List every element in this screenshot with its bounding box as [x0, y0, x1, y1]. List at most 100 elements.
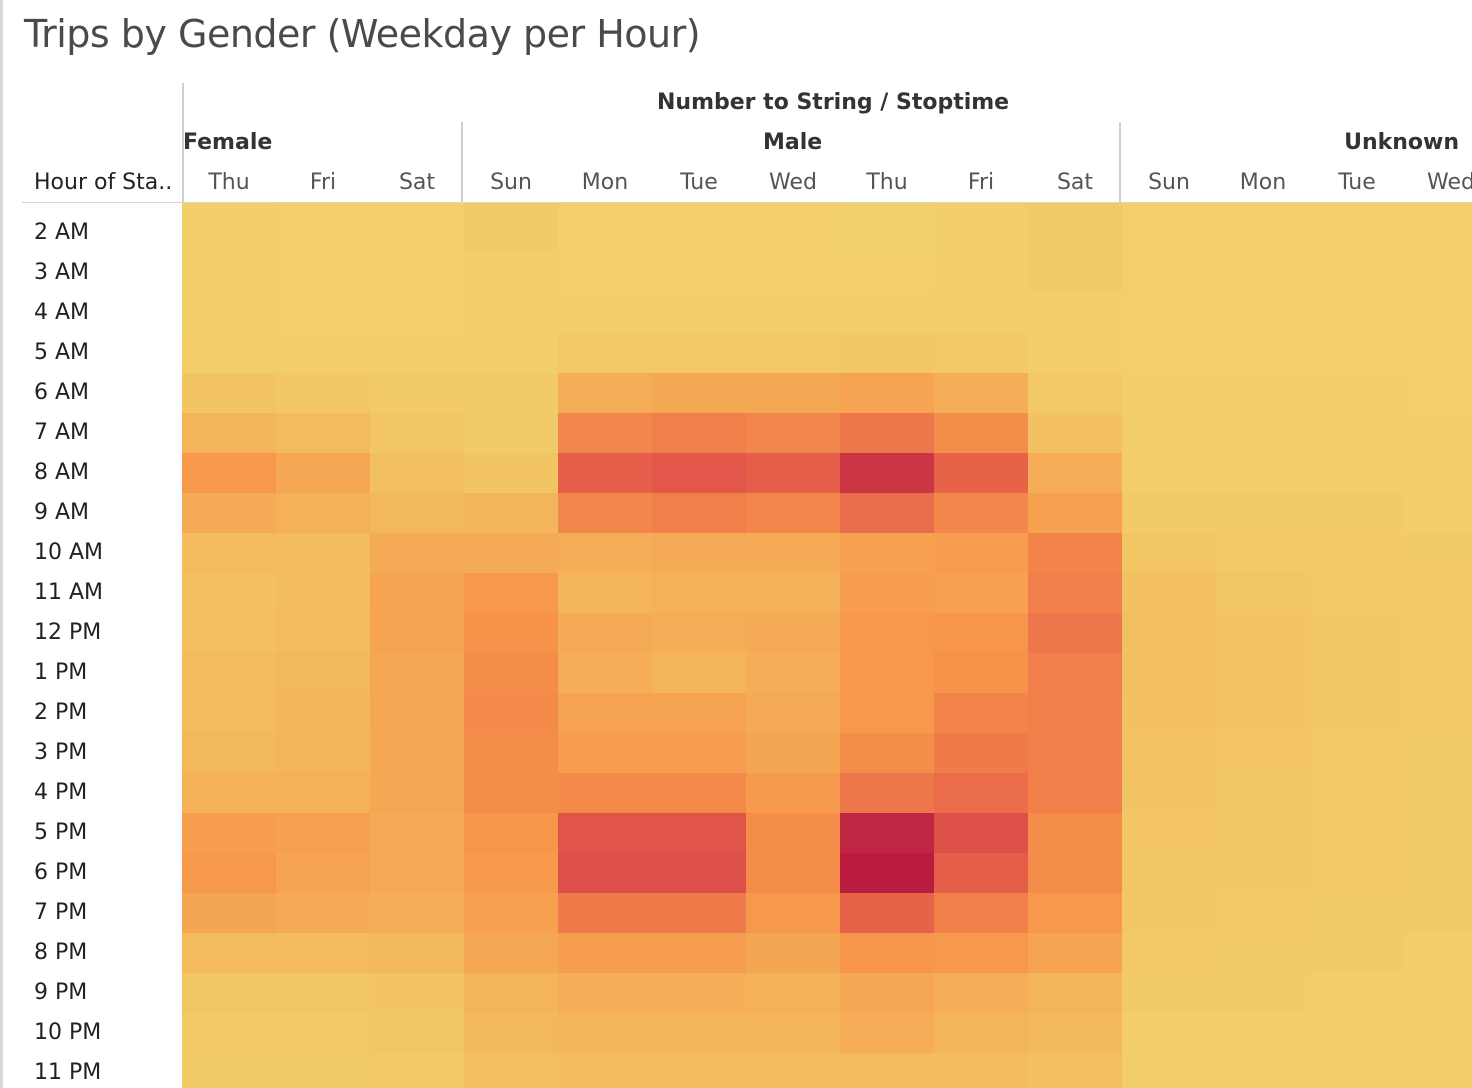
heatmap-cell	[1216, 773, 1310, 813]
row-label: 11 AM	[34, 580, 104, 605]
heatmap-cell	[746, 333, 840, 373]
heatmap-cell	[840, 893, 934, 933]
row-label-partial: 1 AM	[34, 203, 89, 213]
heatmap-cell	[746, 653, 840, 693]
row-label: 10 PM	[34, 1020, 102, 1045]
heatmap-cell	[1216, 893, 1310, 933]
left-border	[0, 0, 3, 1088]
heatmap-cell	[276, 733, 370, 773]
heatmap-cell	[370, 333, 464, 373]
heatmap-cell	[840, 973, 934, 1013]
heatmap-cell	[934, 293, 1028, 333]
heatmap-cell	[1404, 413, 1472, 453]
heatmap-cell	[464, 333, 558, 373]
heatmap-cell-partial	[558, 203, 652, 213]
heatmap-cell	[652, 933, 746, 973]
heatmap-cell	[934, 653, 1028, 693]
row-label: 12 PM	[34, 620, 102, 645]
heatmap-cell	[1404, 573, 1472, 613]
heatmap-cell	[1216, 493, 1310, 533]
heatmap-cell-partial	[1028, 203, 1122, 213]
heatmap-cell	[464, 853, 558, 893]
heatmap-cell	[1216, 453, 1310, 493]
heatmap-cell	[1122, 493, 1216, 533]
day-header-female-fri: Fri	[309, 170, 337, 195]
heatmap-cell	[182, 453, 276, 493]
chart-title: Trips by Gender (Weekday per Hour)	[24, 12, 701, 56]
heatmap-cell	[1216, 613, 1310, 653]
heatmap-cell	[182, 733, 276, 773]
day-header-male-fri: Fri	[967, 170, 995, 195]
heatmap-cell	[1310, 973, 1404, 1013]
heatmap-cell	[1028, 213, 1122, 253]
heatmap-cell	[370, 853, 464, 893]
heatmap-cell	[652, 573, 746, 613]
heatmap-cell	[370, 613, 464, 653]
heatmap-cell	[840, 613, 934, 653]
heatmap-cell	[1216, 973, 1310, 1013]
heatmap-cell	[652, 1013, 746, 1053]
heatmap-cell	[746, 413, 840, 453]
heatmap-cell	[558, 1053, 652, 1088]
heatmap-cell	[1310, 413, 1404, 453]
heatmap-cell	[1216, 413, 1310, 453]
heatmap-cell	[934, 933, 1028, 973]
heatmap-cell	[652, 293, 746, 333]
heatmap-cell-partial	[276, 203, 370, 213]
heatmap-cell	[464, 653, 558, 693]
heatmap-cell	[1028, 1013, 1122, 1053]
heatmap-cell	[1122, 373, 1216, 413]
heatmap-cell	[558, 213, 652, 253]
heatmap-cell	[558, 293, 652, 333]
heatmap-cell	[1310, 1013, 1404, 1053]
heatmap-cell	[1216, 1053, 1310, 1088]
heatmap-cell	[1028, 853, 1122, 893]
row-label: 8 PM	[34, 940, 88, 965]
heatmap-cell	[558, 773, 652, 813]
heatmap-cell	[1404, 333, 1472, 373]
heatmap-cell	[276, 533, 370, 573]
row-label: 6 PM	[34, 860, 88, 885]
heatmap-cell	[464, 253, 558, 293]
heatmap-cell	[370, 893, 464, 933]
heatmap-cell	[652, 773, 746, 813]
heatmap-cell	[558, 933, 652, 973]
heatmap-cell	[840, 653, 934, 693]
heatmap-cell	[1404, 453, 1472, 493]
heatmap-cell	[1216, 573, 1310, 613]
heatmap-cell	[746, 293, 840, 333]
heatmap-cell	[464, 893, 558, 933]
heatmap-cell	[934, 213, 1028, 253]
heatmap-cell	[934, 1053, 1028, 1088]
heatmap-cell	[1122, 693, 1216, 733]
heatmap-cell	[840, 693, 934, 733]
heatmap-cell	[652, 253, 746, 293]
heatmap-cell	[464, 493, 558, 533]
heatmap-cell	[182, 973, 276, 1013]
heatmap-cell	[1028, 1053, 1122, 1088]
heatmap-cell	[1404, 813, 1472, 853]
heatmap-cell-partial	[1122, 203, 1216, 213]
heatmap-cell	[1216, 933, 1310, 973]
heatmap-cell	[182, 1013, 276, 1053]
heatmap-cell	[1310, 293, 1404, 333]
heatmap-cell	[370, 1053, 464, 1088]
heatmap-cell	[1216, 733, 1310, 773]
heatmap-cell	[1310, 773, 1404, 813]
heatmap-cell	[746, 693, 840, 733]
heatmap-cell	[1404, 653, 1472, 693]
group-label-male: Male	[763, 130, 823, 155]
heatmap-cell	[1122, 573, 1216, 613]
heatmap-cell	[1028, 813, 1122, 853]
heatmap-cell	[840, 453, 934, 493]
heatmap-cell-partial	[370, 203, 464, 213]
heatmap-cell	[1028, 373, 1122, 413]
heatmap-cell	[182, 773, 276, 813]
heatmap-cell	[558, 733, 652, 773]
heatmap-cell	[276, 573, 370, 613]
heatmap-cell	[182, 693, 276, 733]
heatmap-cell	[1028, 413, 1122, 453]
heatmap-cell	[840, 1053, 934, 1088]
heatmap-cell	[558, 1013, 652, 1053]
heatmap-cell	[370, 493, 464, 533]
